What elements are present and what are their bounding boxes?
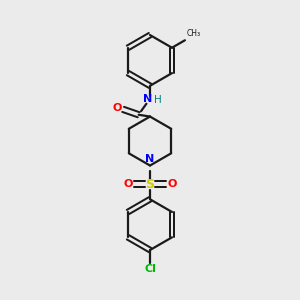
Text: H: H [154,95,162,105]
Text: N: N [143,94,152,104]
Text: CH₃: CH₃ [186,29,200,38]
Text: N: N [146,154,154,164]
Text: O: O [167,179,177,189]
Text: O: O [112,103,122,113]
Text: Cl: Cl [144,263,156,274]
Text: S: S [146,178,154,190]
Text: O: O [123,179,133,189]
